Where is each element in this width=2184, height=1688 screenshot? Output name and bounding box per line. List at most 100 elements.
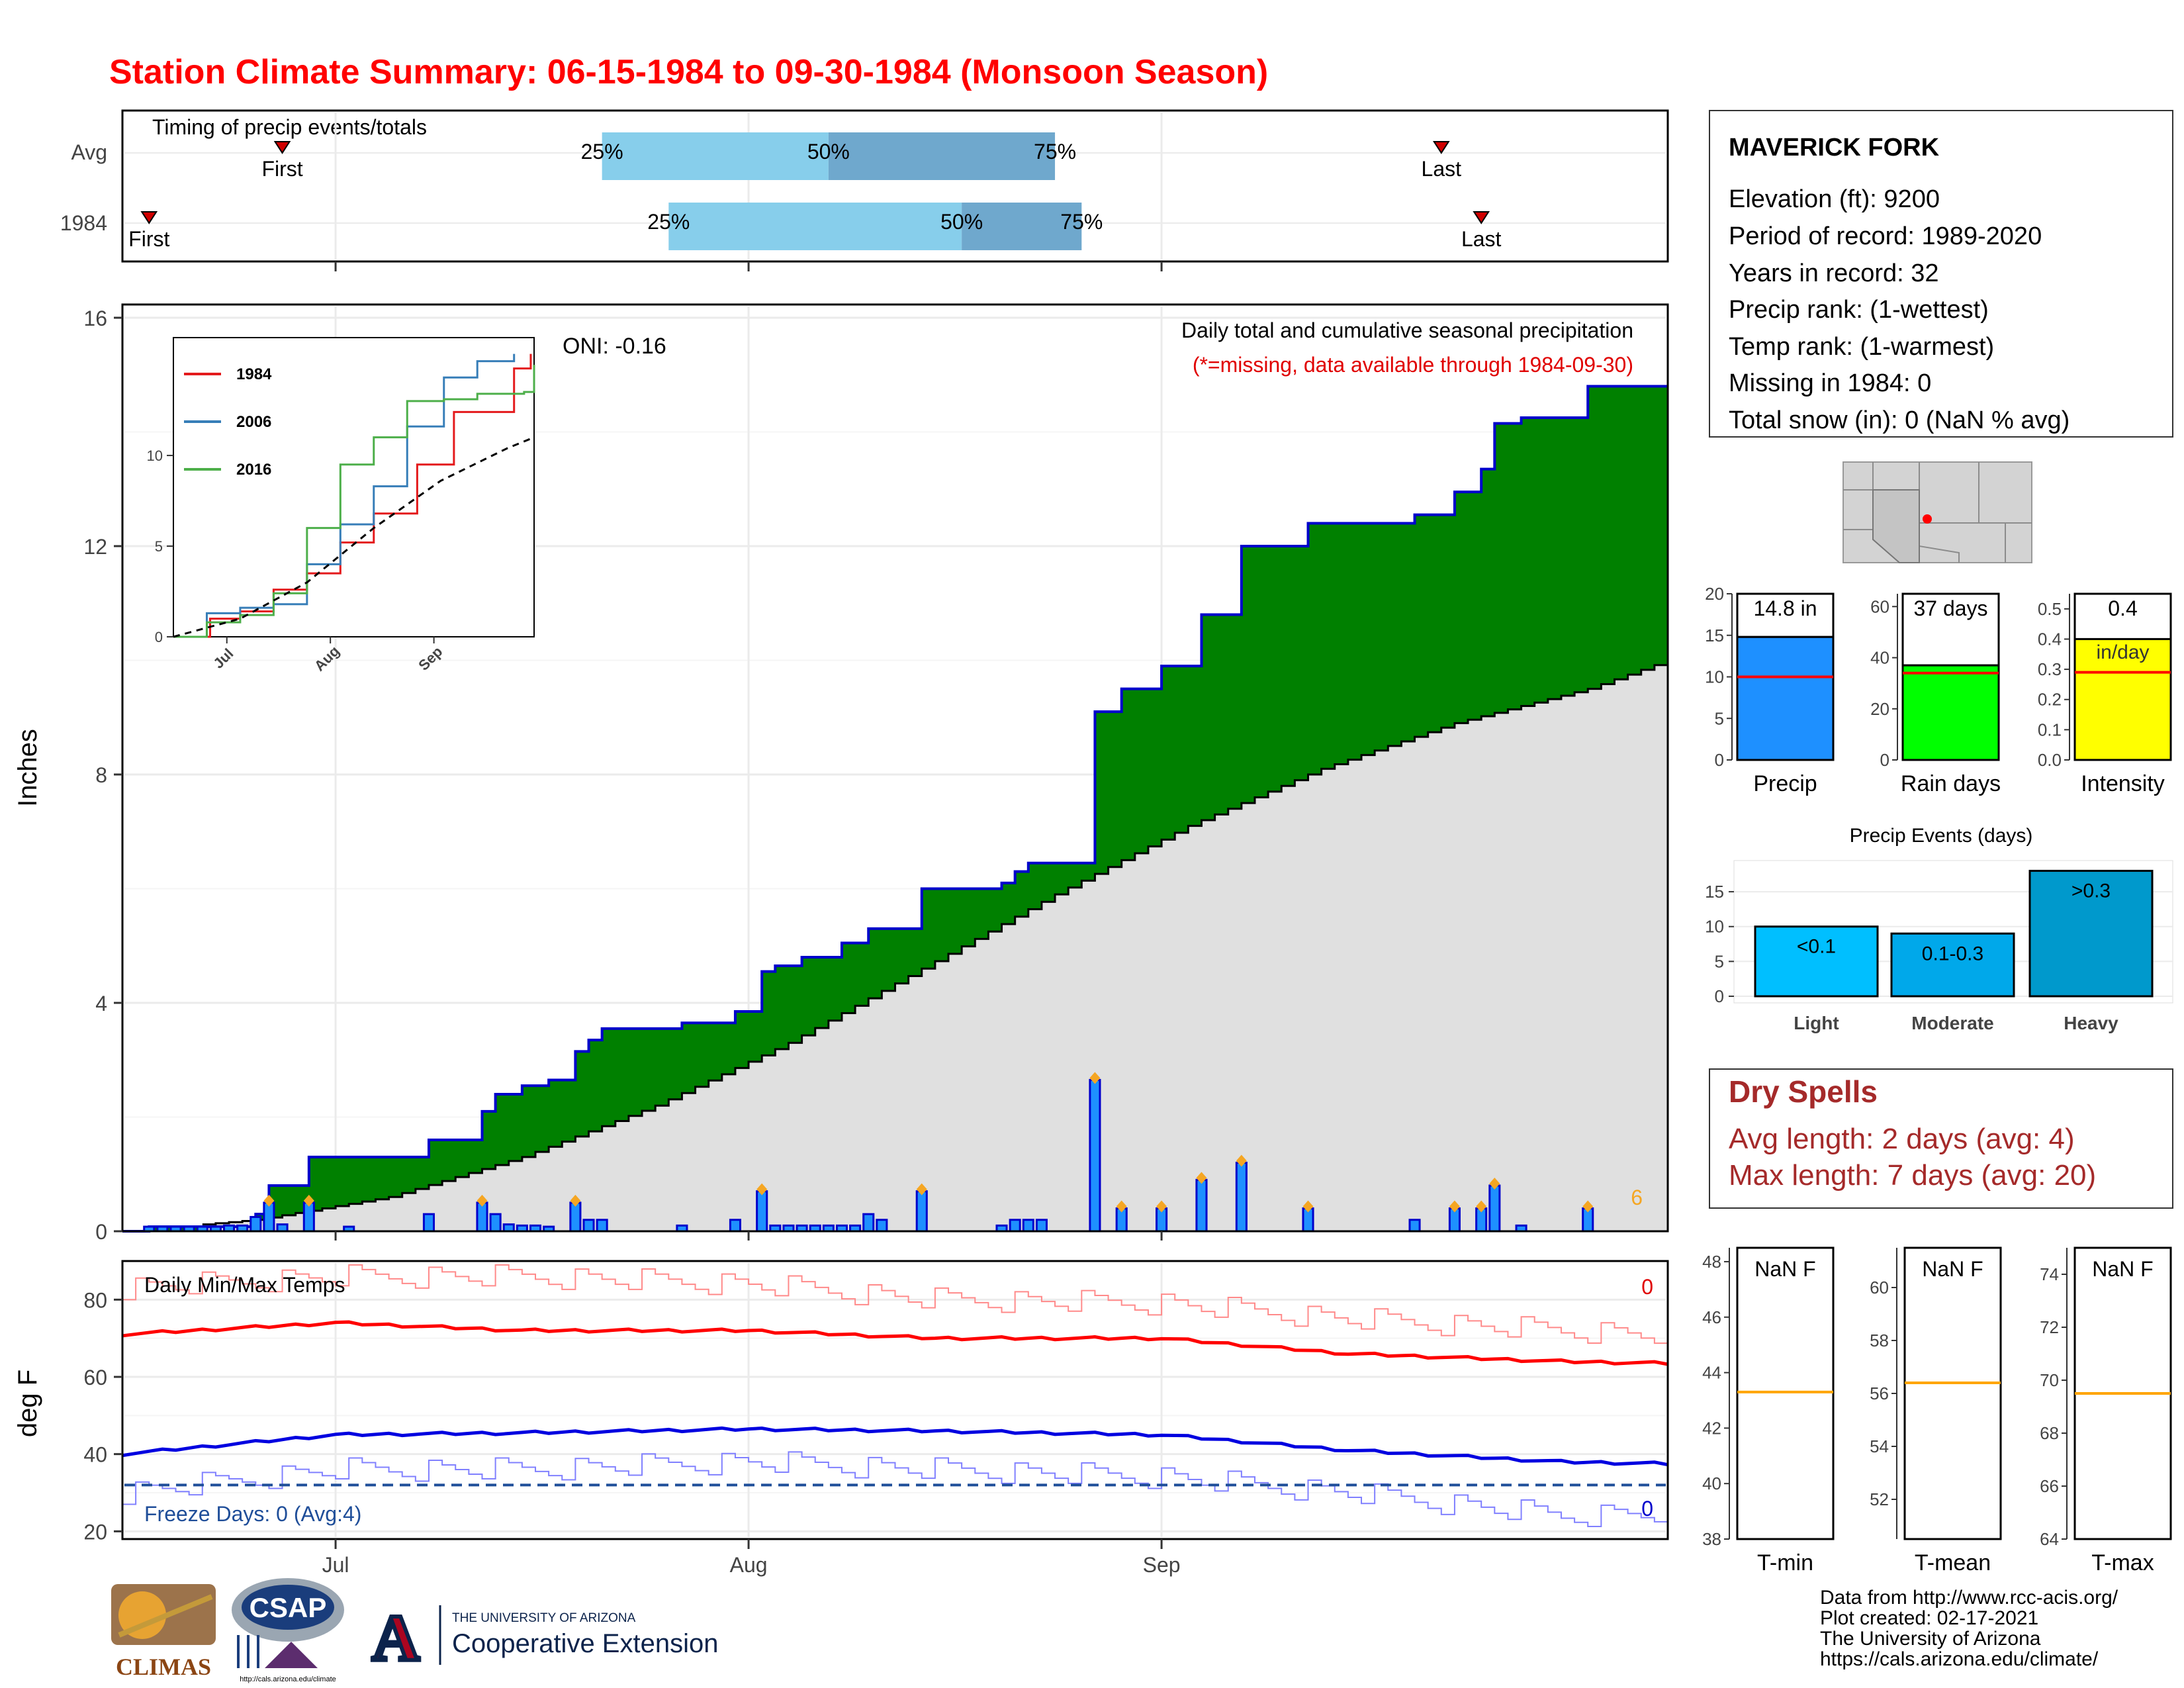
daily-precip-bar bbox=[276, 1223, 289, 1233]
mini-bar bbox=[2073, 637, 2172, 761]
dry-spells-max: Max length: 7 days (avg: 20) bbox=[1729, 1159, 2096, 1192]
events-bar bbox=[1890, 932, 2015, 998]
average-cumulative-area bbox=[202, 660, 1668, 1231]
temp-box-y-tick-label: 40 bbox=[1702, 1474, 1721, 1493]
heavy-day-marker-icon bbox=[756, 1183, 768, 1196]
temp-y-tick-label: 60 bbox=[83, 1366, 107, 1389]
daily-precip-bar bbox=[476, 1201, 488, 1233]
events-y-tick-label: 10 bbox=[1705, 917, 1724, 937]
heavy-day-marker-icon bbox=[1489, 1178, 1500, 1190]
events-bar bbox=[2028, 870, 2154, 998]
daily-precip-bar bbox=[1009, 1219, 1021, 1233]
mini-bar-name: Intensity bbox=[2081, 771, 2165, 796]
mini-bar-y-tick-label: 0.3 bbox=[2038, 659, 2062, 679]
mini-bar-chart-2: 0.0 0.1 0.2 0.3 0.4 0.5 0.4 in/day Intensity bbox=[2038, 592, 2172, 796]
events-y-tick-label: 5 bbox=[1715, 951, 1724, 971]
timing-row-avg: Avg bbox=[71, 140, 107, 164]
timing-first-label: First bbox=[128, 227, 169, 251]
timing-label: Timing of precip events/totals bbox=[152, 115, 427, 139]
events-bar-name: Moderate bbox=[1911, 1013, 1993, 1033]
csap-logo: CSAP http://cals.arizona.edu/climate bbox=[232, 1578, 344, 1683]
temp-x-tick-label: Aug bbox=[730, 1553, 768, 1577]
dry-spells-avg: Avg length: 2 days (avg: 4) bbox=[1729, 1123, 2075, 1155]
mini-bar-y-tick-label: 0 bbox=[1880, 750, 1889, 770]
temp-box-y-tick-label: 46 bbox=[1702, 1307, 1721, 1327]
temp-y-tick-label: 40 bbox=[83, 1443, 107, 1467]
daily-precip-bar bbox=[582, 1219, 595, 1233]
daily-precip-bar bbox=[876, 1219, 888, 1233]
temp-box-y-tick-label: 52 bbox=[1870, 1489, 1889, 1509]
min-temp-avg-line bbox=[122, 1426, 1668, 1467]
csap-text: CSAP bbox=[250, 1592, 327, 1623]
heavy-day-marker-icon bbox=[1196, 1172, 1207, 1184]
heavy-day-marker-icon bbox=[1449, 1200, 1460, 1213]
heavy-day-marker-icon bbox=[1236, 1154, 1247, 1167]
mini-bar-label-box bbox=[1901, 592, 2000, 667]
ua-logo: A THE UNIVERSITY OF ARIZONA Cooperative … bbox=[363, 1599, 718, 1677]
dry-spells-box: Dry Spells Avg length: 2 days (avg: 4) M… bbox=[1709, 1068, 2173, 1209]
freeze-days-label: Freeze Days: 0 (Avg:4) bbox=[144, 1502, 361, 1526]
temp-box-y-tick-label: 56 bbox=[1870, 1383, 1889, 1403]
timing-q25-label: 25% bbox=[581, 140, 623, 164]
max-temp-avg-line bbox=[122, 1320, 1668, 1366]
heavy-day-marker-icon bbox=[1302, 1200, 1314, 1213]
temp-x-tick-label: Sep bbox=[1143, 1553, 1181, 1577]
min-temp-daily-line bbox=[122, 1451, 1668, 1528]
station-period: Period of record: 1989-2020 bbox=[1729, 222, 2042, 250]
precip-y-tick-label: 16 bbox=[83, 306, 107, 330]
climas-logo: CLIMAS bbox=[111, 1584, 216, 1680]
precip-y-tick-label: 0 bbox=[95, 1220, 107, 1244]
events-title: Precip Events (days) bbox=[1850, 825, 2033, 847]
mini-bar-y-tick-label: 60 bbox=[1870, 596, 1889, 616]
temp-box-name: T-mean bbox=[1915, 1550, 1991, 1575]
map-region bbox=[1843, 461, 2032, 563]
temp-box-y-tick-label: 72 bbox=[2040, 1317, 2059, 1337]
mini-bar-value-unit: in/day bbox=[2096, 641, 2149, 663]
footer-url: https://cals.arizona.edu/climate/ bbox=[1820, 1648, 2099, 1670]
timing-last-label: Last bbox=[1461, 227, 1502, 251]
temp-box bbox=[1903, 1246, 2002, 1540]
mini-bar-label-box bbox=[1736, 592, 1835, 638]
station-temp-rank: Temp rank: (1-warmest) bbox=[1729, 333, 1994, 361]
daily-precip-bar bbox=[915, 1190, 928, 1233]
max-exceed-count: 0 bbox=[1641, 1275, 1653, 1299]
inset-y-tick-label: 5 bbox=[155, 538, 163, 555]
locator-map bbox=[1843, 461, 2032, 563]
temp-box bbox=[1736, 1246, 1835, 1540]
mini-bar-chart-0: 0 5 10 15 20 14.8 in Precip bbox=[1705, 584, 1835, 796]
mini-bar-y-tick-label: 5 bbox=[1715, 708, 1724, 728]
events-bar-label: 0.1-0.3 bbox=[1922, 943, 1983, 964]
dry-spells-title: Dry Spells bbox=[1729, 1074, 1878, 1109]
timing-bar-q25-q50 bbox=[602, 132, 829, 180]
timing-bar-q25-q50 bbox=[668, 203, 962, 250]
footer: Data from http://www.rcc-acis.org/ Plot … bbox=[1820, 1587, 2118, 1670]
mini-bar-name: Precip bbox=[1753, 771, 1817, 796]
min-freeze-count: 0 bbox=[1641, 1497, 1653, 1521]
inset-y-tick-label: 10 bbox=[147, 447, 163, 464]
heavy-day-marker-icon bbox=[916, 1183, 927, 1196]
daily-precip-bar bbox=[302, 1201, 315, 1233]
events-bar bbox=[1754, 925, 1879, 998]
mini-bar-value: 37 days bbox=[1913, 596, 1987, 620]
temp-box-y-tick-label: 58 bbox=[1870, 1331, 1889, 1350]
mini-bar-y-tick-label: 0.2 bbox=[2038, 690, 2062, 710]
inset-frame bbox=[173, 337, 535, 637]
mini-bar-y-tick-label: 0.4 bbox=[2038, 629, 2062, 649]
timing-bar-q50-q75 bbox=[962, 203, 1082, 250]
events-y-tick-label: 15 bbox=[1705, 882, 1724, 902]
mini-bar-name: Rain days bbox=[1901, 771, 2001, 796]
footer-created: Plot created: 02-17-2021 bbox=[1820, 1607, 2038, 1629]
station-missing: Missing in 1984: 0 bbox=[1729, 369, 1931, 397]
mini-bar-y-tick-label: 20 bbox=[1870, 699, 1889, 719]
daily-precip-bar bbox=[862, 1213, 875, 1233]
temp-y-label: deg F bbox=[13, 1370, 42, 1437]
temp-y-tick-label: 20 bbox=[83, 1520, 107, 1544]
events-y-tick-label: 0 bbox=[1715, 986, 1724, 1006]
precip-frame bbox=[121, 303, 1669, 1233]
mini-bar-y-tick-label: 40 bbox=[1870, 648, 1889, 668]
timing-first-marker-icon bbox=[273, 141, 291, 154]
precip-y-tick-label: 8 bbox=[95, 763, 107, 787]
precip-subtitle: Daily total and cumulative seasonal prec… bbox=[1181, 318, 1633, 342]
timing-q75-label: 75% bbox=[1060, 210, 1103, 234]
daily-precip-bar bbox=[250, 1215, 262, 1233]
